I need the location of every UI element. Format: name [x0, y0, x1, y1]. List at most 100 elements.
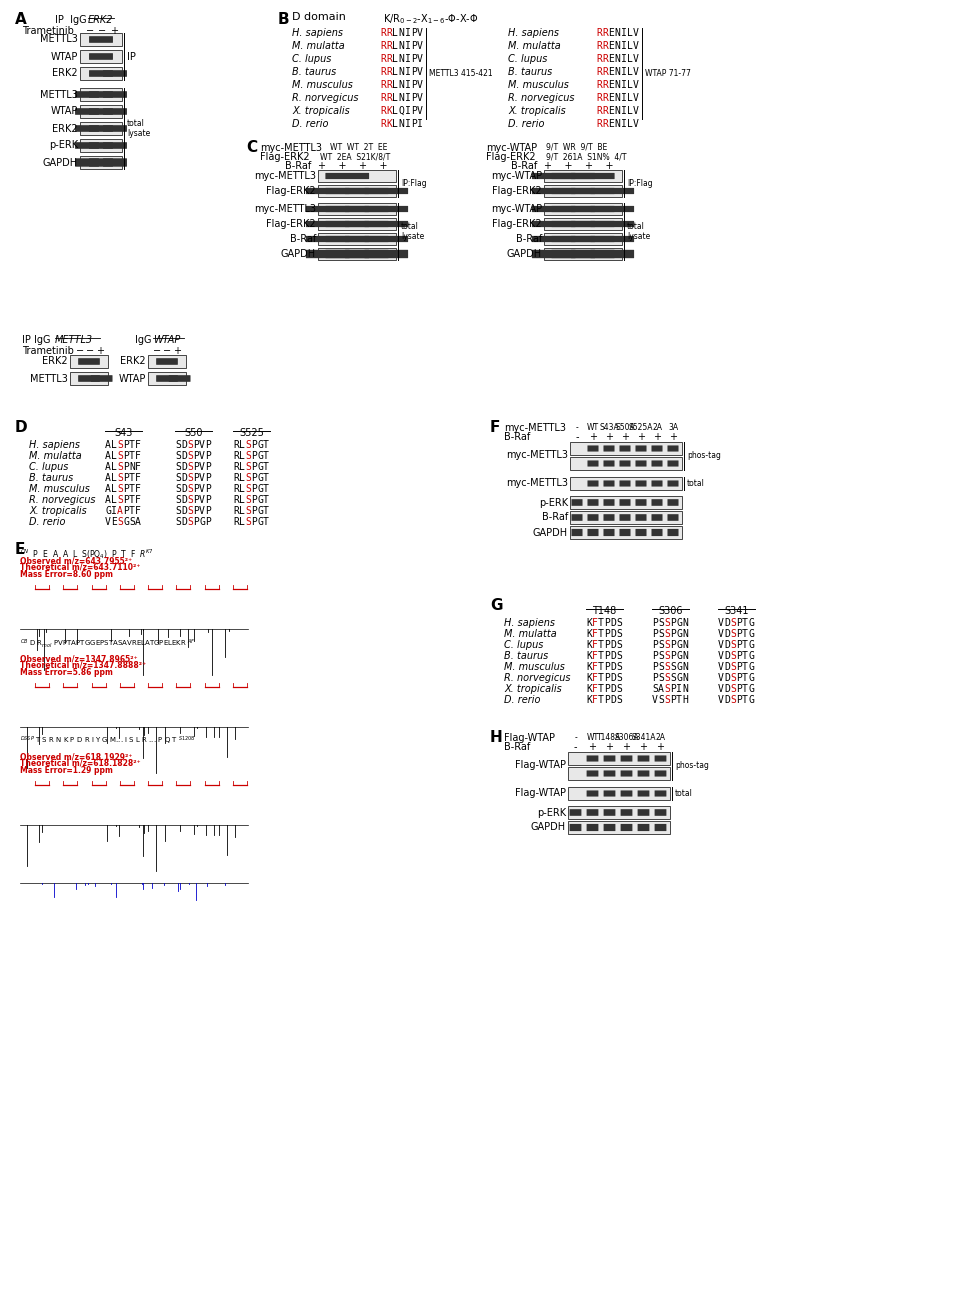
Text: D. rerio: D. rerio [504, 695, 540, 704]
FancyBboxPatch shape [75, 125, 99, 132]
Text: S: S [187, 462, 192, 473]
Text: N: N [399, 66, 404, 77]
Text: I: I [404, 92, 411, 103]
Text: S50: S50 [185, 428, 203, 437]
Text: 9/T  WR  9/T  BE: 9/T WR 9/T BE [546, 143, 608, 152]
Text: METTL3: METTL3 [30, 374, 68, 384]
Text: L: L [627, 66, 633, 77]
Text: P: P [251, 517, 257, 527]
Text: WTAP: WTAP [51, 107, 78, 116]
FancyBboxPatch shape [326, 236, 369, 242]
Text: I: I [621, 105, 627, 116]
Text: G: G [257, 517, 262, 527]
Text: V: V [718, 661, 724, 672]
Text: V: V [199, 462, 205, 473]
Text: P: P [736, 618, 742, 628]
Text: D: D [181, 473, 187, 483]
Text: I: I [621, 92, 627, 103]
Text: S: S [245, 473, 251, 483]
Text: +: + [637, 432, 645, 441]
Text: I: I [404, 29, 411, 38]
FancyBboxPatch shape [306, 221, 350, 227]
Text: L: L [239, 473, 245, 483]
FancyBboxPatch shape [345, 221, 389, 227]
Text: METTL3: METTL3 [40, 34, 78, 44]
Text: T: T [263, 440, 269, 450]
Text: S: S [658, 618, 664, 628]
Text: P: P [652, 673, 658, 684]
Text: S: S [658, 661, 664, 672]
Text: K: K [586, 618, 592, 628]
FancyBboxPatch shape [587, 499, 599, 505]
Text: S: S [187, 506, 192, 516]
Text: R: R [596, 105, 602, 116]
Text: Flag-WTAP: Flag-WTAP [504, 733, 555, 743]
Text: myc-METTL3: myc-METTL3 [506, 479, 568, 488]
FancyBboxPatch shape [619, 461, 631, 466]
Text: Flag-ERK2: Flag-ERK2 [486, 152, 536, 161]
Text: K: K [586, 661, 592, 672]
FancyBboxPatch shape [587, 514, 599, 521]
Text: phos-tag: phos-tag [687, 452, 721, 461]
Text: R: R [386, 79, 392, 90]
FancyBboxPatch shape [89, 159, 113, 167]
FancyBboxPatch shape [326, 187, 369, 194]
FancyBboxPatch shape [551, 250, 595, 258]
FancyBboxPatch shape [654, 771, 667, 776]
Text: N: N [614, 66, 620, 77]
Text: L: L [111, 462, 117, 473]
Text: N: N [614, 29, 620, 38]
Text: D: D [15, 421, 27, 435]
Text: N: N [399, 118, 404, 129]
FancyBboxPatch shape [620, 809, 633, 816]
FancyBboxPatch shape [571, 221, 614, 227]
FancyBboxPatch shape [89, 53, 113, 60]
Text: IP:Flag: IP:Flag [401, 178, 427, 187]
FancyBboxPatch shape [587, 529, 599, 536]
Text: B-Raf: B-Raf [285, 161, 311, 171]
Text: S: S [664, 641, 670, 650]
Text: p-ERK: p-ERK [538, 497, 568, 508]
FancyBboxPatch shape [89, 70, 113, 77]
Text: G: G [676, 661, 682, 672]
Text: C. lupus: C. lupus [292, 53, 331, 64]
Text: P: P [604, 641, 609, 650]
Bar [70, 372, 108, 385]
Text: P: P [652, 629, 658, 639]
FancyBboxPatch shape [103, 159, 127, 167]
Text: V: V [417, 92, 423, 103]
Text: V: V [199, 495, 205, 505]
Text: +: + [653, 432, 661, 441]
Text: A: A [105, 484, 111, 493]
Text: N: N [614, 79, 620, 90]
Text: P: P [411, 29, 417, 38]
Text: R: R [380, 118, 386, 129]
Text: 2A: 2A [655, 733, 666, 742]
FancyBboxPatch shape [532, 206, 575, 212]
Text: A: A [117, 506, 122, 516]
Text: M. mulatta: M. mulatta [508, 40, 561, 51]
Bar [80, 122, 122, 135]
Text: S: S [175, 450, 181, 461]
Text: S43: S43 [115, 428, 133, 437]
Text: D: D [610, 641, 616, 650]
FancyBboxPatch shape [604, 514, 614, 521]
Text: N: N [682, 673, 688, 684]
Text: S: S [117, 517, 122, 527]
Text: B-Raf: B-Raf [504, 742, 531, 753]
Text: P: P [411, 40, 417, 51]
FancyBboxPatch shape [306, 236, 350, 242]
Text: F: F [592, 673, 598, 684]
Text: 9/T  261A  S1N%  4/T: 9/T 261A S1N% 4/T [546, 152, 627, 161]
Text: L: L [111, 484, 117, 493]
Text: R: R [233, 450, 239, 461]
Text: R. norvegicus: R. norvegicus [29, 495, 95, 505]
Text: P: P [123, 450, 129, 461]
FancyBboxPatch shape [654, 755, 667, 762]
Text: G: G [676, 618, 682, 628]
FancyBboxPatch shape [103, 91, 127, 98]
FancyBboxPatch shape [570, 824, 581, 831]
Text: −: − [76, 346, 84, 355]
Text: IgG: IgG [135, 335, 152, 345]
Text: total: total [675, 789, 693, 798]
